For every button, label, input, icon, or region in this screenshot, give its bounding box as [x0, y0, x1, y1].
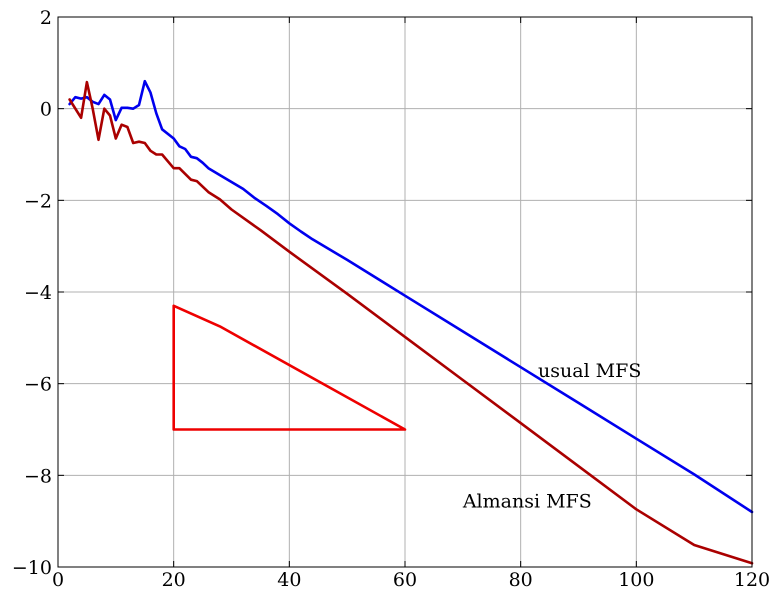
x-tick-label: 100	[618, 569, 654, 591]
x-tick-label: 0	[52, 569, 64, 591]
series-almansi-mfs	[68, 80, 754, 565]
y-tick-label: −10	[12, 557, 52, 579]
y-tick-label: −4	[24, 282, 52, 304]
series-usual-mfs	[68, 79, 754, 514]
y-tick-label: −8	[24, 465, 52, 487]
series-lines	[68, 79, 754, 565]
x-tick-label: 40	[277, 569, 301, 591]
x-tick-label: 120	[734, 569, 770, 591]
x-tick-label: 80	[509, 569, 533, 591]
grid-lines	[57, 16, 753, 568]
y-tick-label: 0	[40, 99, 52, 121]
annotations: usual MFS Almansi MFS	[462, 360, 642, 513]
series-annotation: usual MFS	[538, 360, 641, 382]
series-annotation: Almansi MFS	[462, 490, 592, 512]
x-tick-label: 20	[162, 569, 186, 591]
slope-triangle	[172, 304, 407, 431]
y-tick-label: −2	[24, 190, 52, 212]
x-tick-label: 60	[393, 569, 417, 591]
y-tick-label: −6	[24, 374, 52, 396]
y-tick-label: 2	[40, 7, 52, 29]
